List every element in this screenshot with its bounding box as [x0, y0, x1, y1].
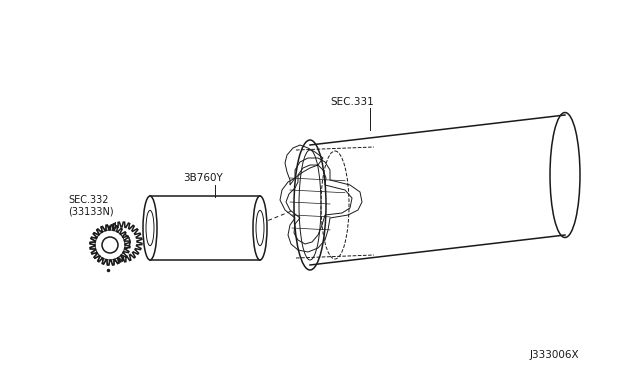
Text: J333006X: J333006X — [530, 350, 580, 360]
Polygon shape — [102, 222, 142, 262]
Ellipse shape — [143, 196, 157, 260]
Polygon shape — [90, 225, 130, 265]
Text: SEC.331: SEC.331 — [330, 97, 374, 107]
Ellipse shape — [253, 196, 267, 260]
Text: SEC.332
(33133N): SEC.332 (33133N) — [68, 195, 114, 217]
Text: 3B760Y: 3B760Y — [183, 173, 223, 183]
